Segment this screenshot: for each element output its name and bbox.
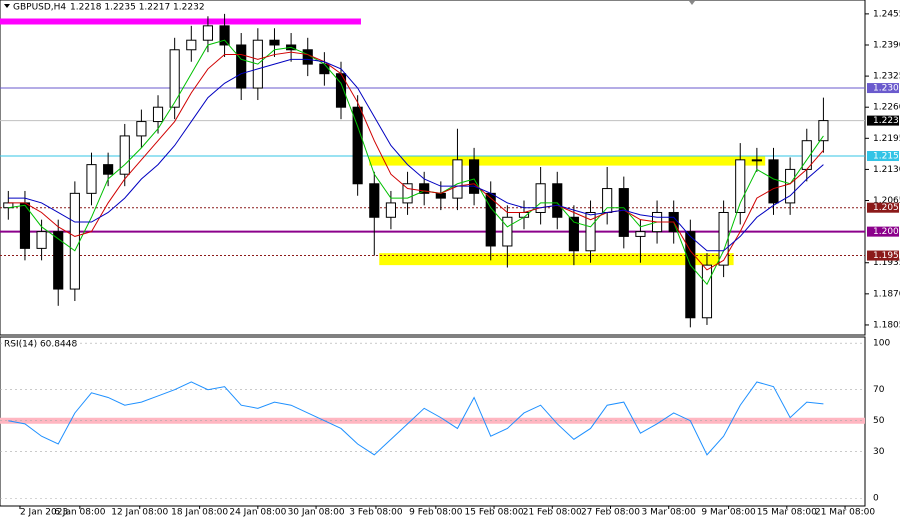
y-tick-label: 1.2325	[873, 72, 900, 82]
x-tick-label: 15 Mar 08:00	[757, 508, 817, 518]
candle-body	[452, 159, 463, 199]
zone	[379, 253, 734, 266]
candle-body	[236, 44, 247, 89]
x-tick-label: 12 Jan 08:00	[111, 508, 168, 518]
candle-body	[419, 183, 430, 194]
level-label: 1.2000	[873, 227, 900, 237]
level-box	[867, 115, 899, 126]
x-tick-label: 3 Mar 08:00	[642, 508, 697, 518]
x-tick-label: 15 Feb 08:00	[465, 508, 524, 518]
rsi-tick-label: 50	[873, 416, 885, 426]
rsi-tick-label: 30	[873, 447, 885, 457]
y-tick-label: 1.2065	[873, 196, 900, 206]
candle-body	[535, 183, 546, 213]
level-box	[867, 226, 899, 237]
candle-body	[269, 39, 280, 46]
candle-body	[319, 63, 330, 75]
candle-body	[186, 39, 197, 51]
rsi-tick-label: 70	[873, 385, 885, 395]
candle-body	[818, 120, 829, 142]
level-box	[867, 202, 899, 213]
level-label: 1.2232	[873, 116, 900, 126]
level-box	[867, 151, 899, 162]
x-tick-label: 9 Mar 08:00	[701, 508, 756, 518]
rsi-line	[8, 381, 824, 456]
candle-body	[701, 264, 713, 319]
candle-body	[53, 231, 64, 290]
candle-body	[552, 183, 563, 218]
candle-body	[36, 231, 47, 249]
candle-body	[435, 192, 446, 199]
menu-arrow	[4, 4, 10, 8]
x-tick-label: 27 Feb 08:00	[581, 508, 640, 518]
level-label: 1.2050	[873, 203, 900, 213]
candle-body	[169, 49, 180, 108]
y-tick-label: 1.2260	[873, 103, 900, 113]
level-box	[867, 250, 899, 261]
y-tick-label: 1.1935	[873, 258, 900, 268]
candle-body	[402, 183, 413, 204]
x-tick-label: 18 Jan 08:00	[171, 508, 228, 518]
shift-marker	[689, 1, 695, 5]
candle-body	[602, 188, 613, 213]
x-tick-label: 9 Feb 08:00	[409, 508, 463, 518]
symbol: GBPUSD,H4	[13, 3, 66, 13]
level-label: 1.2300	[873, 84, 900, 94]
candle-body	[352, 106, 363, 185]
y-tick-label: 1.2390	[873, 40, 900, 50]
candle-body	[768, 159, 779, 204]
candle-body	[369, 183, 380, 218]
moving-average	[8, 58, 824, 252]
candle-body	[119, 135, 130, 175]
candle-body	[103, 164, 114, 175]
candle-body	[152, 106, 164, 123]
x-tick-label: 30 Jan 08:00	[288, 508, 345, 518]
x-tick-label: 21 Mar 08:00	[815, 508, 875, 518]
moving-average	[8, 39, 824, 286]
y-tick-label: 1.1870	[873, 289, 900, 299]
candle-body	[685, 231, 696, 319]
x-tick-label: 6 Jan 08:00	[54, 508, 106, 518]
candle-body	[735, 159, 746, 213]
level-box	[867, 83, 899, 94]
y-tick-label: 1.2130	[873, 165, 900, 175]
x-tick-label: 24 Jan 08:00	[229, 508, 286, 518]
candle-body	[385, 202, 396, 218]
y-tick-label: 1.1805	[873, 320, 900, 330]
candle-body	[502, 216, 513, 247]
candle-body	[469, 159, 480, 194]
level-label: 1.1950	[873, 251, 900, 261]
rsi-label: RSI(14) 60.8448	[4, 340, 77, 350]
x-tick-label: 3 Feb 08:00	[349, 508, 403, 518]
rsi-tick-label: 0	[873, 494, 879, 504]
candle-body	[568, 216, 579, 252]
candle-body	[86, 164, 97, 194]
candle-body	[785, 168, 796, 204]
quote: 1.2218 1.2235 1.2217 1.2232	[70, 3, 205, 13]
y-tick-label: 1.2195	[873, 134, 900, 144]
candle-body	[751, 159, 762, 162]
candle-body	[69, 192, 80, 290]
candle-body	[219, 25, 230, 46]
y-tick-label: 1.2455	[873, 9, 900, 19]
rsi-tick-label: 100	[873, 339, 890, 349]
level-label: 1.2158	[873, 152, 900, 162]
candle-body	[136, 121, 147, 137]
moving-average	[8, 51, 824, 271]
x-tick-label: 21 Feb 08:00	[523, 508, 582, 518]
price-panel	[0, 0, 866, 336]
candle-body	[202, 25, 214, 41]
x-tick-label: 2 Jan 2023	[20, 508, 68, 518]
zone	[369, 156, 766, 166]
candle-body	[635, 231, 646, 237]
candle-body	[585, 211, 596, 252]
